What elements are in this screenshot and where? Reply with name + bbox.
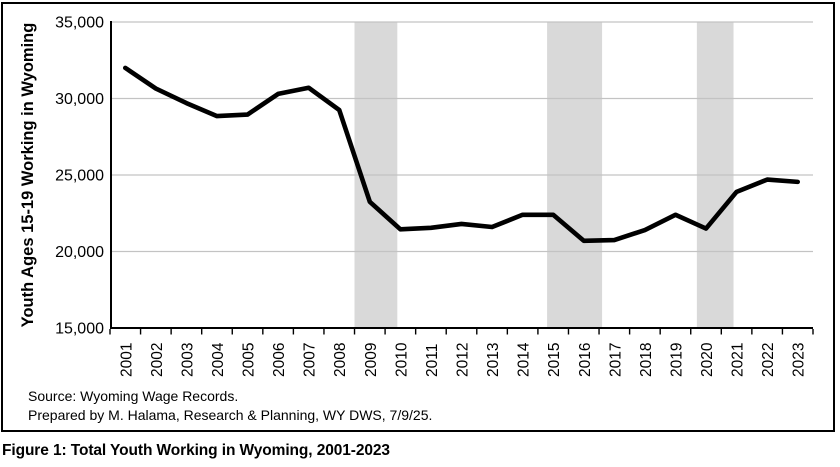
x-tick-label-2023: 2023 xyxy=(791,343,808,377)
youth-employment-line xyxy=(122,65,801,244)
y-tick-label: 25,000 xyxy=(55,168,104,185)
source-note: Source: Wyoming Wage Records. Prepared b… xyxy=(28,387,432,424)
x-tick-label-2010: 2010 xyxy=(393,342,410,377)
x-tick-label-2011: 2011 xyxy=(424,344,441,377)
x-tick-label-2009: 2009 xyxy=(363,343,380,377)
x-tick-label-2005: 2005 xyxy=(241,343,258,377)
x-tick-label-2002: 2002 xyxy=(149,343,166,377)
y-axis-title: Youth Ages 15-19 Working in Wyoming xyxy=(19,23,37,328)
x-tick-label-2008: 2008 xyxy=(332,343,349,377)
x-tick-label-2013: 2013 xyxy=(485,343,502,377)
x-tick-label-2014: 2014 xyxy=(516,342,533,377)
x-tick-label-2012: 2012 xyxy=(455,343,472,377)
x-tick-label-2020: 2020 xyxy=(699,342,716,377)
x-tick-label-2021: 2021 xyxy=(730,343,747,377)
y-tick-label: 15,000 xyxy=(55,321,104,338)
x-tick-label-2022: 2022 xyxy=(760,343,777,377)
x-tick-label-2007: 2007 xyxy=(302,343,319,377)
x-tick-label-2001: 2001 xyxy=(118,343,135,377)
source-line: Source: Wyoming Wage Records. xyxy=(28,388,239,404)
x-tick-label-2006: 2006 xyxy=(271,343,288,377)
x-tick-label-2018: 2018 xyxy=(638,343,655,377)
x-tick-label-2016: 2016 xyxy=(577,343,594,377)
x-tick-label-2004: 2004 xyxy=(210,342,227,377)
prepared-by-line: Prepared by M. Halama, Research & Planni… xyxy=(28,406,433,423)
y-tick-label: 20,000 xyxy=(55,244,104,261)
x-tick-label-2019: 2019 xyxy=(668,343,685,377)
x-tick-label-2015: 2015 xyxy=(546,343,563,377)
x-tick-label-2003: 2003 xyxy=(179,343,196,377)
y-tick-label: 30,000 xyxy=(55,91,104,108)
x-tick-label-2017: 2017 xyxy=(607,343,624,377)
y-tick-label: 35,000 xyxy=(55,15,104,32)
figure-caption: Figure 1: Total Youth Working in Wyoming… xyxy=(2,442,390,459)
chart-frame xyxy=(1,2,835,432)
